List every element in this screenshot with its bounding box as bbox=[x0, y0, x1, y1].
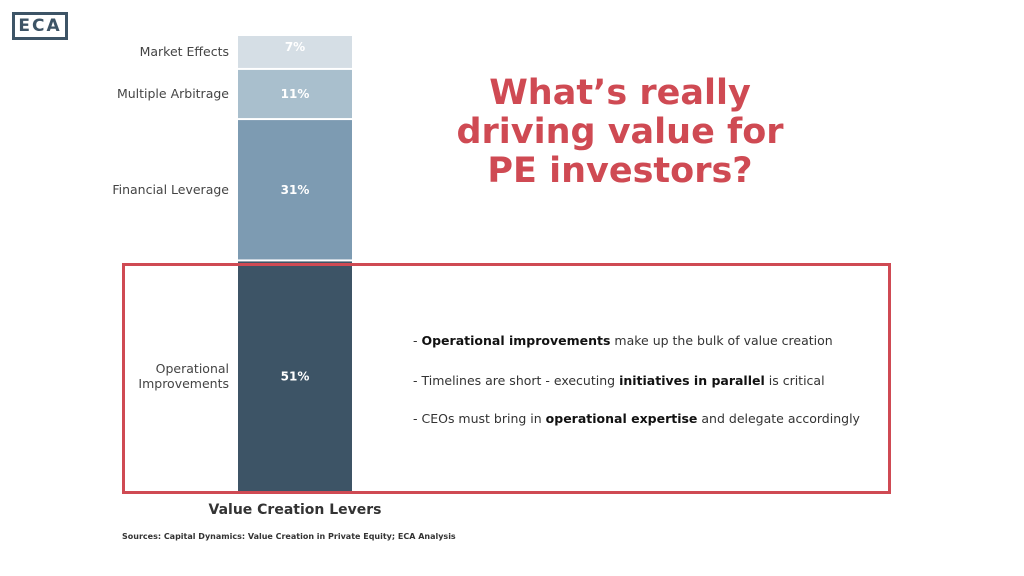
category-label: Operational bbox=[156, 361, 229, 376]
data-label: 7% bbox=[285, 40, 305, 54]
eca-logo: ECA bbox=[12, 12, 68, 40]
data-label: 51% bbox=[281, 370, 310, 384]
source-note: Sources: Capital Dynamics: Value Creatio… bbox=[122, 532, 456, 541]
data-label: 11% bbox=[281, 87, 310, 101]
bullet-item: - CEOs must bring in operational experti… bbox=[413, 411, 860, 426]
bar-segment-market-effects bbox=[238, 36, 352, 68]
data-label: 31% bbox=[281, 183, 310, 197]
bullet-item: - Timelines are short - executing initia… bbox=[413, 373, 825, 388]
page-title: What’s really driving value for PE inves… bbox=[456, 73, 784, 191]
x-axis-label: Value Creation Levers bbox=[208, 502, 382, 518]
category-label: Improvements bbox=[138, 376, 229, 391]
highlight-box bbox=[122, 263, 891, 494]
bar-segment-financial-leverage bbox=[238, 120, 352, 260]
category-label: Financial Leverage bbox=[112, 182, 229, 197]
bar-segment-multiple-arbitrage bbox=[238, 69, 352, 119]
category-label: Multiple Arbitrage bbox=[117, 86, 229, 101]
category-label: Market Effects bbox=[140, 44, 229, 59]
bullet-item: - Operational improvements make up the b… bbox=[413, 333, 833, 348]
bar-segment-operational-improvements bbox=[238, 261, 352, 492]
